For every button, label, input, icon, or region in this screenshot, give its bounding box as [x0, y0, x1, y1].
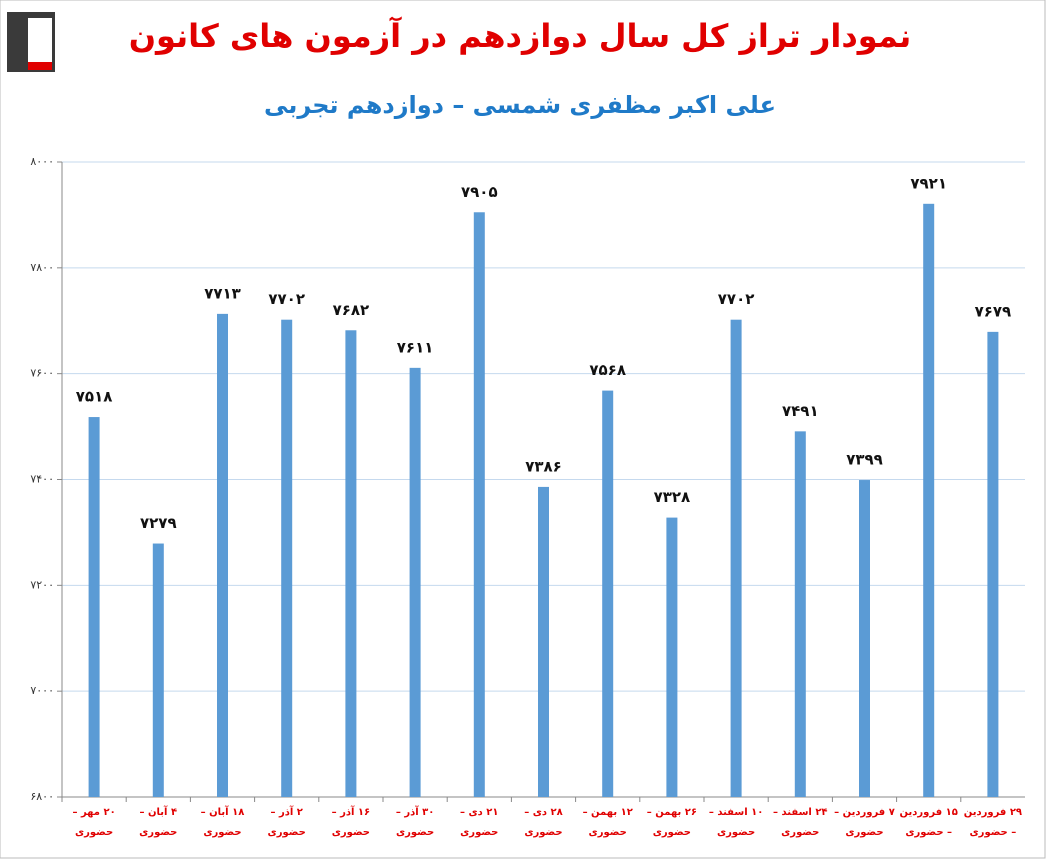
bar — [88, 417, 100, 797]
data-label: ۷۳۲۸ — [654, 488, 691, 506]
data-label: ۷۹۲۱ — [910, 174, 947, 192]
bar — [281, 319, 293, 797]
y-tick-label: ۷۶۰۰ — [30, 367, 54, 380]
data-label: ۷۲۷۹ — [140, 514, 177, 532]
bar — [666, 517, 678, 797]
bar — [987, 331, 999, 797]
x-tick-label: ۱۸ آبان – حضوری — [200, 807, 245, 838]
x-tick-label: ۲۴ اسفند – حضوری — [773, 807, 828, 838]
data-label: ۷۳۸۶ — [525, 457, 562, 475]
logo-strip — [28, 62, 52, 70]
y-tick-label: ۸۰۰۰ — [30, 155, 54, 168]
bar — [409, 367, 421, 797]
data-label: ۷۹۰۵ — [461, 183, 498, 201]
data-label: ۷۷۰۲ — [718, 290, 755, 308]
data-label: ۷۶۸۲ — [333, 301, 370, 319]
chart-subtitle: علی اکبر مظفری شمسی – دوازدهم تجربی — [264, 91, 776, 119]
data-label: ۷۳۹۹ — [846, 451, 883, 469]
x-tick-label: ۲۶ بهمن – حضوری — [646, 807, 698, 838]
x-tick-label: ۲ آذر – حضوری — [267, 807, 306, 838]
data-label: ۷۵۱۸ — [76, 388, 113, 406]
data-label: ۷۵۶۸ — [589, 361, 626, 379]
x-tick-label: ۲۹ فروردین – حضوری — [963, 807, 1023, 838]
bar — [923, 203, 935, 797]
x-tick-label: ۱۵ فروردین – حضوری — [899, 807, 958, 838]
data-label: ۷۷۱۳ — [204, 284, 241, 302]
x-tick-label: ۳۰ آذر – حضوری — [395, 807, 435, 838]
bar — [538, 486, 549, 797]
data-label: ۷۴۹۱ — [782, 402, 819, 420]
logo-panel — [28, 18, 52, 66]
bar — [473, 212, 485, 798]
bar — [152, 543, 164, 797]
y-tick-label: ۷۲۰۰ — [30, 578, 54, 591]
data-label: ۷۷۰۲ — [268, 290, 305, 308]
x-tick-label: ۷ فروردین – حضوری — [834, 807, 895, 838]
y-tick-label: ۷۸۰۰ — [30, 261, 54, 274]
logo — [7, 12, 55, 72]
bar — [794, 431, 806, 797]
x-tick-label: ۱۲ بهمن – حضوری — [582, 807, 633, 838]
bar — [730, 319, 742, 797]
bar — [859, 480, 870, 797]
y-tick-label: ۷۰۰۰ — [30, 684, 54, 697]
x-tick-label: ۴ آبان – حضوری — [139, 807, 178, 838]
x-tick-label: ۲۸ دی – حضوری — [524, 807, 563, 838]
bar — [217, 313, 228, 797]
data-label: ۷۶۷۹ — [975, 302, 1012, 320]
y-tick-label: ۶۸۰۰ — [30, 790, 54, 803]
chart-title: نمودار تراز کل سال دوازدهم در آزمون های … — [129, 16, 912, 55]
x-tick-label: ۲۰ مهر – حضوری — [72, 807, 116, 838]
data-label: ۷۶۱۱ — [397, 338, 434, 356]
y-tick-label: ۷۴۰۰ — [30, 473, 54, 486]
x-tick-label: ۲۱ دی – حضوری — [460, 807, 499, 838]
bar — [345, 330, 357, 797]
x-tick-label: ۱۶ آذر – حضوری — [331, 807, 371, 838]
x-tick-label: ۱۰ اسفند – حضوری — [708, 807, 764, 838]
bar — [602, 390, 614, 797]
